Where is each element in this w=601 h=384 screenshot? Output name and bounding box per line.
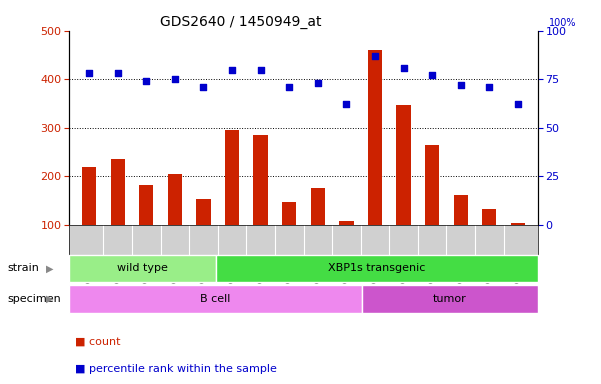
Bar xyxy=(425,145,439,273)
Bar xyxy=(225,130,239,273)
Bar xyxy=(82,167,96,273)
Bar xyxy=(339,221,353,273)
Text: strain: strain xyxy=(7,263,39,273)
Bar xyxy=(311,188,325,273)
Point xyxy=(199,84,209,90)
Point xyxy=(398,65,408,71)
Point xyxy=(313,80,323,86)
Point xyxy=(370,53,380,59)
Point xyxy=(84,70,94,76)
Text: specimen: specimen xyxy=(7,294,61,304)
Bar xyxy=(511,223,525,273)
Bar xyxy=(111,159,125,273)
Text: ▶: ▶ xyxy=(46,263,53,273)
Point xyxy=(113,70,123,76)
Bar xyxy=(368,50,382,273)
Point xyxy=(341,101,351,108)
Point xyxy=(256,66,266,73)
Point xyxy=(484,84,494,90)
Bar xyxy=(482,209,496,273)
Point xyxy=(284,84,294,90)
Text: ■ count: ■ count xyxy=(75,337,121,347)
Text: GDS2640 / 1450949_at: GDS2640 / 1450949_at xyxy=(160,15,321,28)
Bar xyxy=(197,199,210,273)
Point xyxy=(170,76,180,82)
Bar xyxy=(454,195,468,273)
Bar xyxy=(397,105,410,273)
Text: wild type: wild type xyxy=(117,263,168,273)
Point xyxy=(427,72,437,78)
Bar xyxy=(168,174,182,273)
Text: ▶: ▶ xyxy=(46,294,53,304)
Bar xyxy=(282,202,296,273)
Text: 100%: 100% xyxy=(549,18,576,28)
Text: B cell: B cell xyxy=(200,294,231,304)
Text: XBP1s transgenic: XBP1s transgenic xyxy=(328,263,426,273)
Point xyxy=(513,101,523,108)
Point xyxy=(227,66,237,73)
Text: tumor: tumor xyxy=(433,294,467,304)
Point xyxy=(141,78,151,84)
Text: ■ percentile rank within the sample: ■ percentile rank within the sample xyxy=(75,364,277,374)
Bar xyxy=(254,136,268,273)
Point xyxy=(456,82,466,88)
Bar xyxy=(139,185,153,273)
